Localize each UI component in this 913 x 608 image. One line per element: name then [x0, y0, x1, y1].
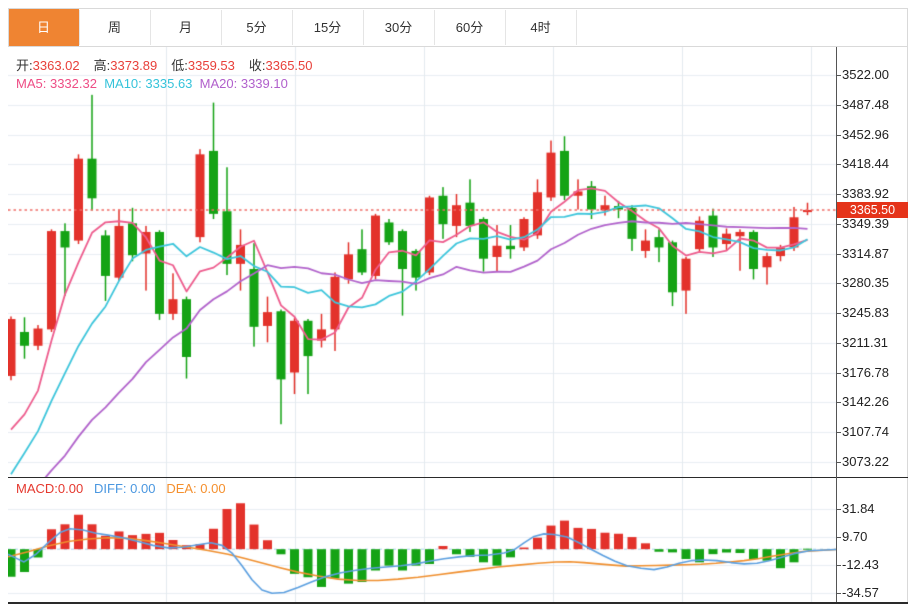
- ma10-label-value: MA10: 3335.63: [104, 76, 193, 91]
- axis-tick-label: 3418.44: [842, 156, 889, 172]
- tab-4hour[interactable]: 4时: [505, 9, 576, 46]
- axis-tick-label: -34.57: [842, 585, 879, 601]
- axis-tick-label: 3280.35: [842, 275, 889, 291]
- axis-tick-label: 3142.26: [842, 394, 889, 410]
- axis-tick-label: 9.70: [842, 528, 868, 544]
- axis-tick-mark: [836, 253, 841, 255]
- ma20-label-value: MA20: 3339.10: [199, 76, 288, 91]
- axis-tick-mark: [836, 194, 841, 196]
- axis-tick-label: 3073.22: [842, 453, 889, 469]
- axis-tick-mark: [836, 223, 841, 225]
- candlestick-chart[interactable]: [8, 47, 836, 477]
- high-value: 3373.89: [110, 58, 158, 73]
- axis-tick-label: 3487.48: [842, 96, 889, 112]
- close-label: 收:: [248, 58, 266, 73]
- axis-tick-label: 3452.96: [842, 126, 889, 142]
- axis-tick-mark: [836, 372, 841, 374]
- frame-right: [907, 8, 908, 603]
- tab-divider: [363, 10, 364, 45]
- close-value: 3365.50: [265, 58, 313, 73]
- axis-tick-mark: [836, 593, 841, 595]
- open-label: 开:: [16, 58, 33, 73]
- tab-divider: [150, 10, 151, 45]
- macd-info-row: MACD:0.00 DIFF: 0.00 DEA: 0.00: [16, 481, 226, 497]
- low-label: 低:: [171, 58, 188, 73]
- tab-divider: [79, 10, 80, 45]
- axis-tick-label: -12.43: [842, 557, 879, 573]
- tab-divider: [221, 10, 222, 45]
- tab-60min[interactable]: 60分: [434, 9, 505, 46]
- axis-tick-mark: [836, 164, 841, 166]
- tab-month[interactable]: 月: [150, 9, 221, 46]
- high-label: 高:: [93, 58, 111, 73]
- tabbar-bottom-border: [8, 46, 908, 47]
- axis-tick-label: 3522.00: [842, 67, 889, 83]
- axis-tick-mark: [836, 565, 841, 567]
- axis-tick-mark: [836, 536, 841, 538]
- tab-day[interactable]: 日: [8, 9, 79, 46]
- open-value: 3363.02: [32, 58, 80, 73]
- axis-tick-label: 3349.39: [842, 215, 889, 231]
- ma5-label-value: MA5: 3332.32: [16, 76, 97, 91]
- ohlc-info-row: 开:3363.02 高:3373.89 低:3359.53 收:3365.50: [16, 55, 327, 73]
- axis-tick-mark: [836, 508, 841, 510]
- tab-divider: [292, 10, 293, 45]
- axis-tick-label: 3245.83: [842, 305, 889, 321]
- axis-tick-mark: [836, 342, 841, 344]
- tab-divider: [505, 10, 506, 45]
- price-axis-line: [836, 47, 837, 602]
- axis-tick-mark: [836, 283, 841, 285]
- tab-15min[interactable]: 15分: [292, 9, 363, 46]
- tab-week[interactable]: 周: [79, 9, 150, 46]
- macd-chart[interactable]: [8, 478, 836, 602]
- axis-tick-label: 31.84: [842, 500, 875, 516]
- dea-label-value: DEA: 0.00: [166, 481, 226, 496]
- axis-tick-mark: [836, 104, 841, 106]
- current-price-badge: 3365.50: [837, 201, 908, 218]
- diff-label-value: DIFF: 0.00: [94, 481, 156, 496]
- ma-info-row: MA5: 3332.32 MA10: 3335.63 MA20: 3339.10: [16, 76, 288, 92]
- axis-tick-mark: [836, 134, 841, 136]
- axis-tick-mark: [836, 461, 841, 463]
- tab-30min[interactable]: 30分: [363, 9, 434, 46]
- tab-divider: [576, 10, 577, 45]
- low-value: 3359.53: [187, 58, 235, 73]
- panel-separator: [8, 477, 908, 478]
- axis-tick-mark: [836, 432, 841, 434]
- axis-tick-mark: [836, 402, 841, 404]
- macd-label-value: MACD:0.00: [16, 481, 84, 496]
- axis-tick-mark: [836, 75, 841, 77]
- axis-tick-label: 3107.74: [842, 424, 889, 440]
- axis-tick-label: 3211.31: [842, 334, 889, 350]
- axis-tick-mark: [836, 313, 841, 315]
- tab-divider: [434, 10, 435, 45]
- axis-tick-label: 3314.87: [842, 245, 889, 261]
- axis-tick-label: 3383.92: [842, 186, 889, 202]
- tab-5min[interactable]: 5分: [221, 9, 292, 46]
- frame-bottom: [8, 602, 908, 604]
- axis-tick-label: 3176.78: [842, 364, 889, 380]
- frame-top: [8, 8, 908, 9]
